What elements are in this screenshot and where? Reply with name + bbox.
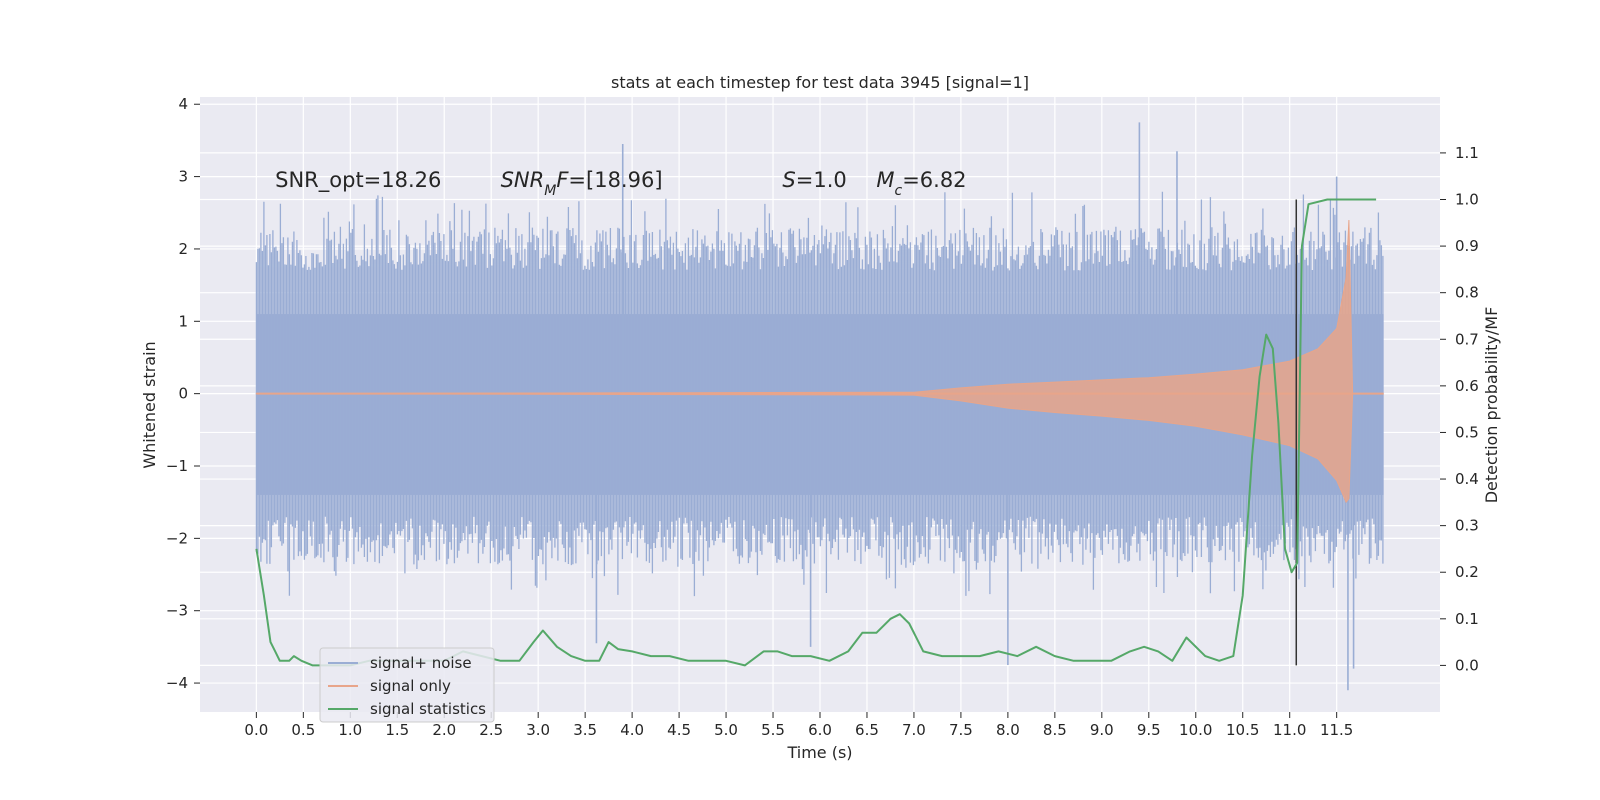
- x-tick-label: 6.0: [808, 721, 832, 739]
- y2-tick-label: 1.0: [1455, 191, 1479, 209]
- y2-tick-label: 1.1: [1455, 144, 1479, 162]
- x-tick-label: 5.5: [761, 721, 785, 739]
- annotation-part: =1.0: [796, 168, 847, 192]
- annotation-part: M: [544, 183, 556, 199]
- x-tick-label: 5.0: [714, 721, 738, 739]
- annotation-snr-mf: SNRMF=[18.96]: [501, 168, 663, 199]
- y2-tick-label: 0.4: [1455, 470, 1479, 488]
- x-tick-label: 2.0: [432, 721, 456, 739]
- y-tick-label: −2: [166, 529, 188, 547]
- legend-label-noise: signal+ noise: [370, 654, 472, 672]
- x-tick-label: 10.0: [1179, 721, 1212, 739]
- y2-tick-label: 0.3: [1455, 517, 1479, 535]
- x-tick-label: 11.5: [1320, 721, 1353, 739]
- x-tick-label: 0.0: [244, 721, 268, 739]
- annotation-part: SNR_opt=18.26: [275, 168, 441, 193]
- annotation-mc-value: Mc=6.82: [876, 168, 966, 199]
- y-tick-label: −1: [166, 457, 188, 475]
- x-tick-label: 7.0: [902, 721, 926, 739]
- x-tick-label: 11.0: [1273, 721, 1306, 739]
- x-tick-label: 3.0: [526, 721, 550, 739]
- x-tick-label: 10.5: [1226, 721, 1259, 739]
- annotation-part: M: [876, 168, 894, 192]
- x-tick-label: 6.5: [855, 721, 879, 739]
- y2-tick-label: 0.9: [1455, 237, 1479, 255]
- x-tick-label: 9.0: [1090, 721, 1114, 739]
- y-tick-label: 4: [178, 95, 188, 113]
- legend-label-stats: signal statistics: [370, 700, 486, 718]
- x-tick-label: 0.5: [291, 721, 315, 739]
- y2-tick-label: 0.7: [1455, 330, 1479, 348]
- y2-tick-label: 0.0: [1455, 656, 1479, 674]
- x-tick-label: 9.5: [1137, 721, 1161, 739]
- x-tick-label: 3.5: [573, 721, 597, 739]
- annotation-part: =[18.96]: [568, 168, 662, 192]
- y2-tick-label: 0.8: [1455, 284, 1479, 302]
- annotation-s-value: S=1.0: [782, 168, 846, 192]
- annotation-part: SNR: [501, 168, 545, 192]
- x-tick-label: 8.0: [996, 721, 1020, 739]
- x-axis-label: Time (s): [786, 743, 852, 762]
- x-tick-label: 7.5: [949, 721, 973, 739]
- x-tick-label: 4.0: [620, 721, 644, 739]
- legend-box: [319, 647, 495, 723]
- legend-label-signal: signal only: [370, 677, 451, 695]
- x-tick-label: 1.0: [338, 721, 362, 739]
- annotations: SNR_opt=18.26 SNRMF=[18.96] S=1.0 Mc=6.82: [275, 168, 966, 199]
- y2-tick-label: 0.5: [1455, 423, 1479, 441]
- y-tick-label: 0: [178, 385, 188, 403]
- x-tick-label: 1.5: [385, 721, 409, 739]
- legend: signal+ noise signal only signal statist…: [319, 647, 495, 723]
- y-tick-label: 3: [178, 168, 188, 186]
- x-tick-label: 4.5: [667, 721, 691, 739]
- y-axis-label: Whitened strain: [140, 341, 159, 468]
- annotation-snr-opt: SNR_opt=18.26: [275, 168, 441, 193]
- x-tick-label: 8.5: [1043, 721, 1067, 739]
- y-tick-label: 2: [178, 240, 188, 258]
- chart-title: stats at each timestep for test data 394…: [611, 73, 1029, 92]
- y-tick-label: −3: [166, 602, 188, 620]
- annotation-part: c: [894, 183, 902, 199]
- series-layer: [255, 122, 1384, 691]
- annotation-part: F: [556, 168, 569, 192]
- annotation-part: =6.82: [902, 168, 966, 192]
- y2-tick-label: 0.1: [1455, 610, 1479, 628]
- y2-tick-label: 0.2: [1455, 563, 1479, 581]
- y2-tick-label: 0.6: [1455, 377, 1479, 395]
- x-tick-label: 2.5: [479, 721, 503, 739]
- y2-axis-label: Detection probability/MF: [1482, 307, 1501, 504]
- y-tick-label: −4: [166, 674, 188, 692]
- annotation-part: S: [782, 168, 795, 192]
- tick-layer: 0.0 0.5 1.0 1.5 2.0 2.5 3.0 3.5 4.0 4.5 5.0 5.5 6.0 6…: [166, 95, 1479, 739]
- y-tick-label: 1: [178, 312, 188, 330]
